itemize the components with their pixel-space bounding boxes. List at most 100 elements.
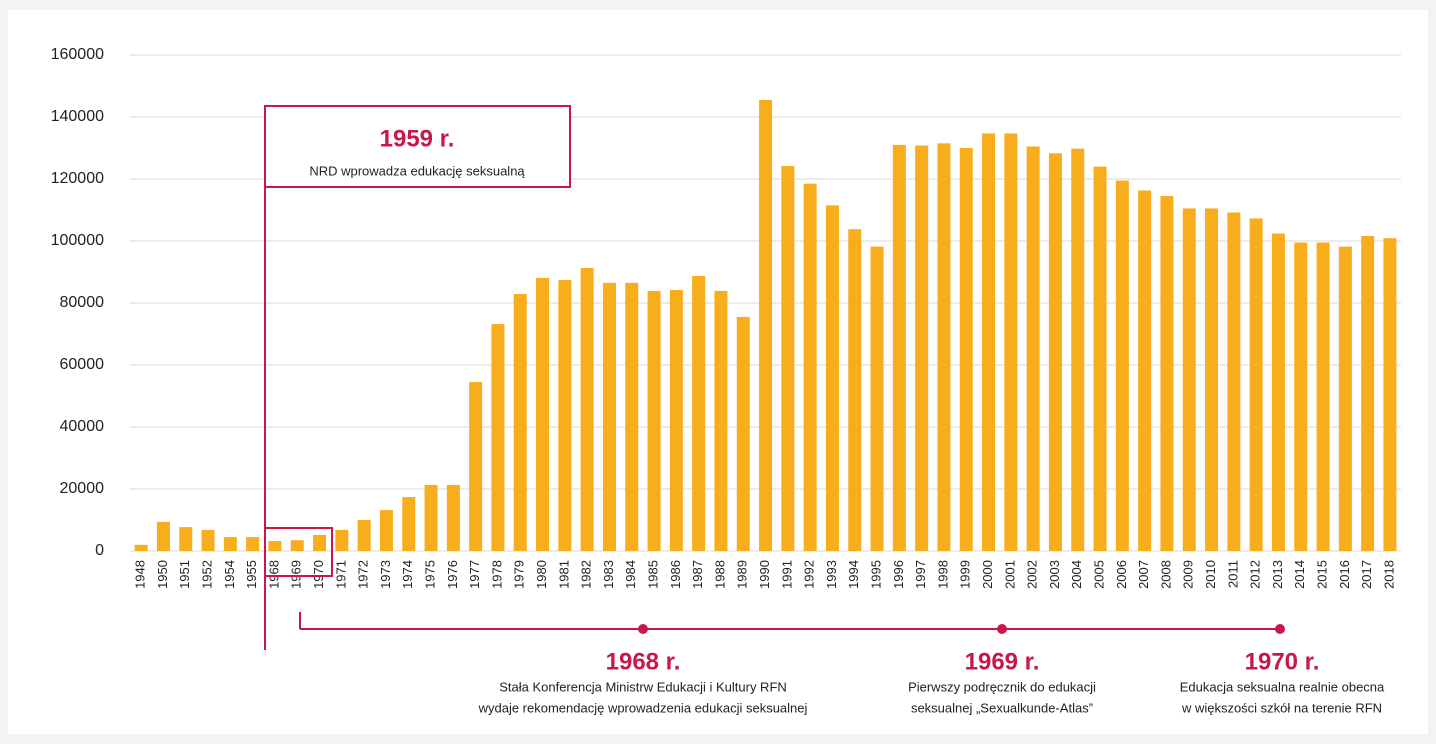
bar — [580, 267, 594, 551]
x-tick-label: 1973 — [378, 560, 393, 589]
annotation-title: 1969 r. — [965, 648, 1040, 675]
bar — [469, 382, 483, 551]
x-tick-label: 1974 — [400, 560, 415, 589]
bar — [268, 541, 282, 551]
bar — [379, 510, 393, 551]
x-tick-label: 1988 — [712, 560, 727, 589]
x-tick-label: 2017 — [1359, 560, 1374, 589]
x-tick-label: 2013 — [1270, 560, 1285, 589]
bar — [937, 143, 951, 551]
bar — [402, 497, 416, 551]
y-tick-label: 80000 — [60, 294, 105, 311]
annotation-text: Pierwszy podręcznik do edukacji — [908, 679, 1096, 694]
x-tick-label: 1980 — [534, 560, 549, 589]
bar — [513, 294, 527, 551]
bar — [1160, 196, 1174, 552]
bar — [848, 229, 862, 551]
bar — [1182, 208, 1196, 551]
bar — [803, 183, 817, 551]
x-tick-label: 2004 — [1069, 560, 1084, 589]
x-tick-label: 1996 — [891, 560, 906, 589]
bar — [201, 529, 215, 551]
x-tick-label: 1948 — [133, 560, 148, 589]
timeline-dot — [997, 624, 1007, 634]
bar — [290, 540, 304, 551]
x-tick-label: 1994 — [846, 560, 861, 589]
timeline-dot — [638, 624, 648, 634]
x-tick-label: 2005 — [1091, 560, 1106, 589]
annotation-text: Edukacja seksualna realnie obecna — [1180, 679, 1385, 694]
x-tick-label: 1997 — [913, 560, 928, 589]
x-tick-label: 1976 — [445, 560, 460, 589]
bar — [602, 282, 616, 551]
bar — [781, 165, 795, 552]
x-tick-label: 1978 — [489, 560, 504, 589]
x-tick-label: 1977 — [467, 560, 482, 589]
bar — [536, 277, 550, 551]
x-tick-label: 1981 — [556, 560, 571, 589]
bar — [1071, 148, 1085, 551]
bar — [915, 145, 929, 551]
x-tick-label: 2011 — [1225, 560, 1240, 588]
annotation-text: w większości szkół na terenie RFN — [1181, 700, 1382, 715]
bar — [1227, 212, 1241, 552]
annotations — [264, 105, 1285, 650]
bar — [134, 544, 148, 551]
bar — [759, 99, 773, 551]
x-tick-label: 2012 — [1248, 560, 1263, 589]
bar — [1249, 218, 1263, 551]
bar — [1205, 208, 1219, 551]
bar — [892, 144, 906, 551]
x-tick-label: 1982 — [579, 560, 594, 589]
bar — [1093, 166, 1107, 551]
bar — [714, 290, 728, 551]
x-tick-label: 1969 — [289, 560, 304, 589]
bar — [1026, 146, 1040, 551]
x-tick-label: 1999 — [958, 560, 973, 589]
x-tick-label: 1951 — [177, 560, 192, 589]
bar — [156, 521, 170, 551]
x-tick-label: 2000 — [980, 560, 995, 589]
bar — [1115, 180, 1129, 552]
y-tick-label: 100000 — [51, 232, 104, 249]
bar — [223, 537, 237, 551]
x-tick-label: 1991 — [779, 560, 794, 589]
y-tick-label: 120000 — [51, 170, 104, 187]
bar — [1383, 238, 1397, 551]
x-tick-label: 1989 — [735, 560, 750, 589]
bar — [1271, 233, 1285, 551]
x-tick-label: 2010 — [1203, 560, 1218, 589]
y-tick-label: 40000 — [60, 418, 105, 435]
x-tick-label: 2014 — [1292, 560, 1307, 589]
x-tick-label: 2008 — [1158, 560, 1173, 589]
x-tick-label: 1992 — [802, 560, 817, 589]
x-tick-label: 1993 — [824, 560, 839, 589]
annotation-title: 1970 r. — [1245, 648, 1320, 675]
x-tick-label: 2009 — [1181, 560, 1196, 589]
annotation-text: NRD wprowadza edukację seksualną — [309, 163, 525, 178]
x-tick-label: 1968 — [266, 560, 281, 589]
bar — [1316, 242, 1330, 552]
bar — [1361, 236, 1375, 552]
y-tick-label: 160000 — [51, 46, 104, 63]
bar — [1138, 190, 1152, 551]
x-tick-label: 2001 — [1002, 560, 1017, 589]
annotation-box — [264, 527, 333, 577]
bar — [179, 527, 193, 551]
x-tick-label: 1986 — [668, 560, 683, 589]
bar — [1004, 133, 1018, 551]
bar — [825, 205, 839, 551]
y-tick-label: 60000 — [60, 356, 105, 373]
timeline-dot — [1275, 624, 1285, 634]
x-tick-label: 2007 — [1136, 560, 1151, 589]
x-tick-label: 1952 — [199, 560, 214, 589]
bar — [625, 282, 639, 551]
bar — [959, 148, 973, 551]
annotation-text: Stała Konferencja Ministrw Edukacji i Ku… — [499, 679, 787, 694]
annotation-title: 1959 r. — [380, 125, 455, 152]
x-tick-label: 1979 — [512, 560, 527, 589]
bar — [335, 529, 349, 551]
bar — [647, 290, 661, 551]
bar — [424, 484, 438, 551]
